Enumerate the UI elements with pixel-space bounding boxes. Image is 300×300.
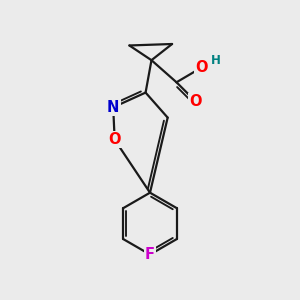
Text: O: O (108, 132, 121, 147)
Text: O: O (195, 60, 208, 75)
Text: H: H (211, 54, 221, 67)
Text: O: O (189, 94, 202, 109)
Text: N: N (107, 100, 119, 115)
Text: F: F (145, 247, 155, 262)
